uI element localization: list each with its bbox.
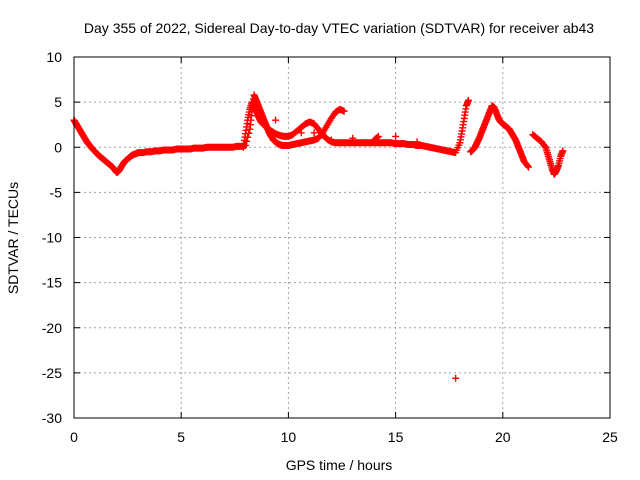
data-point: [559, 147, 567, 155]
x-tick-label: 25: [602, 429, 618, 445]
x-tick-label: 20: [495, 429, 511, 445]
x-tick-label: 15: [388, 429, 404, 445]
data-point: [374, 132, 382, 140]
y-tick-label: -25: [42, 365, 62, 381]
data-point-fill: [523, 162, 531, 170]
data-point: [310, 129, 318, 137]
y-axis-title: SDTVAR / TECUs: [5, 182, 21, 294]
tick-labels: 0 5 10 15 20 25 10 5 0 -5 -10 -15 -20 -25 -30: [42, 49, 618, 445]
data-point-fill: [541, 142, 549, 150]
x-axis-title: GPS time / hours: [286, 457, 393, 473]
y-tick-label: 5: [54, 94, 62, 110]
chart-title: Day 355 of 2022, Sidereal Day-to-day VTE…: [84, 20, 594, 36]
x-tick-label: 0: [70, 429, 78, 445]
data-point-fill: [373, 133, 381, 141]
y-tick-label: -20: [42, 320, 62, 336]
x-tick-label: 10: [281, 429, 297, 445]
data-point: [413, 138, 421, 146]
data-point: [392, 132, 400, 140]
y-tick-label: -10: [42, 230, 62, 246]
data-point: [525, 163, 533, 171]
data-points: [70, 91, 567, 382]
data-point: [254, 111, 262, 119]
x-tick-label: 5: [177, 429, 185, 445]
data-point: [464, 96, 472, 104]
y-tick-label: -5: [50, 184, 63, 200]
data-point: [327, 136, 335, 144]
y-tick-label: -30: [42, 410, 62, 426]
y-tick-label: -15: [42, 275, 62, 291]
y-tick-label: 0: [54, 139, 62, 155]
data-point: [272, 116, 280, 124]
data-point: [340, 107, 348, 115]
data-point: [297, 129, 305, 137]
y-tick-label: 10: [46, 49, 62, 65]
data-point: [349, 134, 357, 142]
plot-frame: [73, 56, 611, 419]
data-point: [452, 374, 460, 382]
